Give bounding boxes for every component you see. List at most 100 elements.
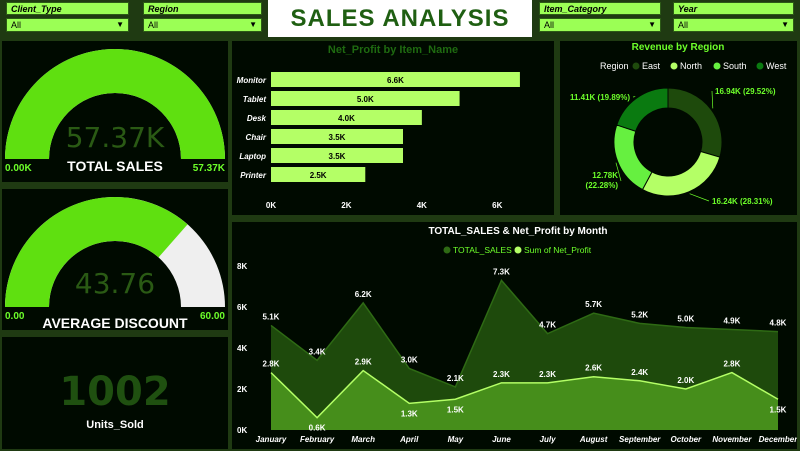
series-line [270,278,779,388]
legend-label: West [766,61,787,71]
bar-category-label: Printer [240,171,267,180]
bar-chart-title: Net_Profit by Item_Name [328,44,458,56]
page-title-box: SALES ANALYSIS [268,0,532,37]
data-label: 5.2K [631,310,648,319]
x-tick-label: 4K [417,201,427,210]
bar-category-label: Tablet [243,95,267,104]
data-label: 2.4K [631,368,648,377]
data-label: 4.8K [770,319,787,328]
slicer-dropdown[interactable]: All ▼ [539,18,661,32]
data-label: 3.0K [401,356,418,365]
data-label: 0.6K [309,424,326,433]
legend-marker [514,246,522,254]
total-sales-label: TOTAL SALES [67,158,163,174]
data-label: 1.5K [447,405,464,414]
gauge-min-label: 0.00 [5,311,25,322]
units-sold-card: 1002 Units_Sold [2,337,228,449]
bar [271,129,403,144]
x-tick-label: 6K [492,201,502,210]
data-label: 3.4K [309,347,326,356]
leader-line [711,90,714,109]
slice-label: (22.28%) [586,181,619,190]
net-profit-bar-panel: Net_Profit by Item_Name Monitor 6.6K Table… [232,41,554,215]
data-label: 7.3K [493,267,510,276]
donut-slice [613,124,653,191]
bar-data-label: 2.5K [310,171,327,180]
series-line [270,369,779,419]
y-tick-label: 4K [237,344,247,353]
y-tick-label: 8K [237,262,247,271]
slicer-dropdown[interactable]: All ▼ [6,18,129,32]
x-tick-label: August [579,435,608,444]
y-tick-label: 0K [237,426,247,435]
slice-label: 16.94K (29.52%) [715,87,776,96]
slicer-year[interactable]: Year All ▼ [673,2,794,36]
bar-data-label: 6.6K [387,76,404,85]
bar-category-label: Laptop [239,152,266,161]
slicer-value: All [678,20,689,30]
units-sold-value: 1002 [59,369,171,415]
units-sold-label: Units_Sold [86,419,144,431]
gauge-max-label: 60.00 [199,311,225,322]
x-tick-label: March [351,435,375,444]
leader-line [689,193,710,202]
total-sales-value: 57.37K [65,121,165,154]
donut-chart-title: Revenue by Region [632,42,725,53]
legend-label: TOTAL_SALES [453,245,512,255]
page-title: SALES ANALYSIS [290,4,510,32]
chevron-down-icon: ▼ [249,20,257,29]
slicer-dropdown[interactable]: All ▼ [673,18,794,32]
area-fill [271,370,778,430]
data-label: 4.9K [723,317,740,326]
slicer-label: Region [143,2,262,15]
data-label: 2.3K [493,370,510,379]
bar-data-label: 4.0K [338,114,355,123]
gauge-max-label: 57.37K [192,163,225,174]
slicer-client-type[interactable]: Client_Type All ▼ [6,2,129,36]
legend-label: North [680,61,702,71]
data-label: 2.0K [677,376,694,385]
bar [271,167,366,182]
x-tick-label: December [759,435,797,444]
x-tick-label: July [540,435,557,444]
slicer-region[interactable]: Region All ▼ [143,2,262,36]
data-label: 1.5K [770,405,787,414]
slicer-item-category[interactable]: Item_Category All ▼ [539,2,661,36]
legend-label: Sum of Net_Profit [524,245,592,255]
y-tick-label: 6K [237,303,247,312]
average-discount-gauge [5,196,225,307]
average-discount-value: 43.76 [74,267,156,300]
revenue-region-donut-chart: Revenue by Region Region East North South W… [570,42,787,206]
legend-marker [443,246,451,254]
area-chart-title: TOTAL_SALES & Net_Profit by Month [428,226,607,237]
x-tick-label: June [492,435,511,444]
bar [271,110,422,125]
data-label: 1.3K [401,409,418,418]
donut-slice [667,87,723,158]
data-label: 2.9K [355,358,372,367]
data-label: 2.1K [447,374,464,383]
slicer-value: All [148,20,159,30]
data-label: 5.7K [585,300,602,309]
revenue-region-panel: Revenue by Region Region East North South W… [560,41,797,215]
legend-marker [632,62,640,70]
x-tick-label: 0K [266,201,276,210]
x-tick-label: January [256,435,287,444]
x-tick-label: May [448,435,464,444]
bar-category-label: Monitor [237,76,267,85]
data-label: 5.1K [263,312,280,321]
x-tick-label: 2K [341,201,351,210]
slicer-value: All [11,20,22,30]
net-profit-bar-chart: Net_Profit by Item_Name Monitor 6.6K Table… [237,44,520,210]
x-tick-label: September [619,435,661,444]
donut-slice [641,150,721,197]
legend-marker [670,62,678,70]
legend-label: South [723,61,747,71]
bar-category-label: Desk [247,114,267,123]
bar-data-label: 3.5K [329,152,346,161]
chevron-down-icon: ▼ [781,20,789,29]
slicer-dropdown[interactable]: All ▼ [143,18,262,32]
bar [271,72,520,87]
donut-slice [616,87,669,132]
slicer-label: Item_Category [539,2,661,15]
